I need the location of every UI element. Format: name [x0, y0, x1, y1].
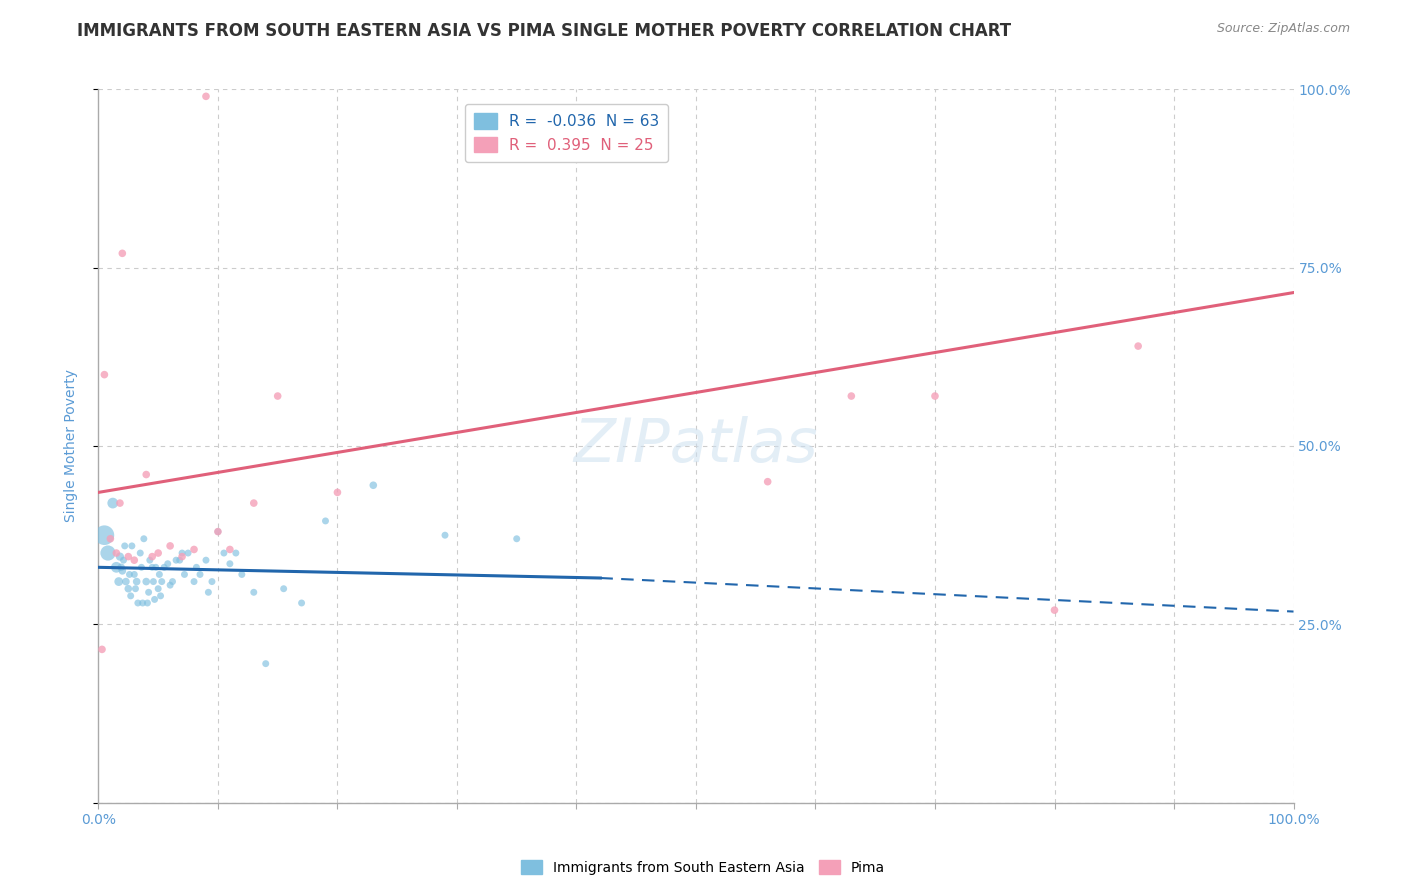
- Point: [91, 642, 114, 657]
- Point: [97, 546, 120, 560]
- Point: [125, 574, 148, 589]
- Point: [165, 553, 187, 567]
- Point: [105, 560, 128, 574]
- Point: [243, 585, 266, 599]
- Point: [142, 574, 165, 589]
- Point: [254, 657, 277, 671]
- Point: [135, 574, 157, 589]
- Y-axis label: Single Mother Poverty: Single Mother Poverty: [63, 369, 77, 523]
- Point: [207, 524, 229, 539]
- Point: [231, 567, 253, 582]
- Point: [756, 475, 779, 489]
- Point: [111, 246, 134, 260]
- Point: [148, 546, 170, 560]
- Point: [114, 539, 136, 553]
- Point: [434, 528, 457, 542]
- Point: [131, 560, 153, 574]
- Point: [153, 560, 176, 574]
- Point: [188, 567, 211, 582]
- Point: [159, 539, 181, 553]
- Point: [363, 478, 385, 492]
- Point: [145, 560, 167, 574]
- Point: [267, 389, 290, 403]
- Point: [117, 549, 139, 564]
- Point: [273, 582, 295, 596]
- Point: [183, 542, 205, 557]
- Point: [924, 389, 946, 403]
- Point: [159, 578, 181, 592]
- Point: [112, 553, 135, 567]
- Point: [121, 539, 143, 553]
- Point: [93, 528, 115, 542]
- Point: [143, 592, 166, 607]
- Point: [156, 557, 179, 571]
- Point: [132, 532, 155, 546]
- Point: [841, 389, 863, 403]
- Point: [149, 589, 172, 603]
- Point: [110, 560, 132, 574]
- Point: [172, 546, 194, 560]
- Point: [141, 549, 163, 564]
- Point: [105, 546, 128, 560]
- Point: [173, 567, 195, 582]
- Point: [506, 532, 529, 546]
- Point: [139, 553, 162, 567]
- Point: [1128, 339, 1150, 353]
- Point: [124, 582, 146, 596]
- Point: [169, 553, 191, 567]
- Point: [212, 546, 235, 560]
- Point: [118, 567, 141, 582]
- Point: [207, 524, 229, 539]
- Point: [135, 467, 157, 482]
- Point: [243, 496, 266, 510]
- Point: [124, 567, 146, 582]
- Point: [93, 368, 115, 382]
- Point: [141, 560, 163, 574]
- Point: [138, 585, 160, 599]
- Point: [150, 574, 173, 589]
- Point: [115, 574, 138, 589]
- Text: Source: ZipAtlas.com: Source: ZipAtlas.com: [1216, 22, 1350, 36]
- Point: [183, 574, 205, 589]
- Point: [172, 549, 194, 564]
- Point: [148, 567, 170, 582]
- Point: [108, 496, 131, 510]
- Point: [197, 585, 219, 599]
- Point: [1043, 603, 1066, 617]
- Point: [315, 514, 337, 528]
- Text: IMMIGRANTS FROM SOUTH EASTERN ASIA VS PIMA SINGLE MOTHER POVERTY CORRELATION CHA: IMMIGRANTS FROM SOUTH EASTERN ASIA VS PI…: [77, 22, 1011, 40]
- Point: [127, 596, 149, 610]
- Point: [108, 549, 131, 564]
- Point: [101, 496, 124, 510]
- Point: [219, 542, 242, 557]
- Point: [111, 564, 134, 578]
- Point: [107, 574, 129, 589]
- Point: [219, 557, 242, 571]
- Point: [186, 560, 208, 574]
- Point: [148, 582, 170, 596]
- Point: [195, 89, 218, 103]
- Point: [291, 596, 314, 610]
- Point: [98, 532, 122, 546]
- Point: [162, 574, 184, 589]
- Point: [131, 596, 153, 610]
- Point: [201, 574, 224, 589]
- Point: [326, 485, 349, 500]
- Legend: Immigrants from South Eastern Asia, Pima: Immigrants from South Eastern Asia, Pima: [516, 855, 890, 880]
- Point: [136, 596, 159, 610]
- Legend: R =  -0.036  N = 63, R =  0.395  N = 25: R = -0.036 N = 63, R = 0.395 N = 25: [464, 104, 668, 162]
- Point: [225, 546, 247, 560]
- Point: [117, 582, 139, 596]
- Point: [195, 553, 218, 567]
- Point: [177, 546, 200, 560]
- Text: ZIPatlas: ZIPatlas: [574, 417, 818, 475]
- Point: [129, 546, 152, 560]
- Point: [120, 589, 142, 603]
- Point: [124, 553, 146, 567]
